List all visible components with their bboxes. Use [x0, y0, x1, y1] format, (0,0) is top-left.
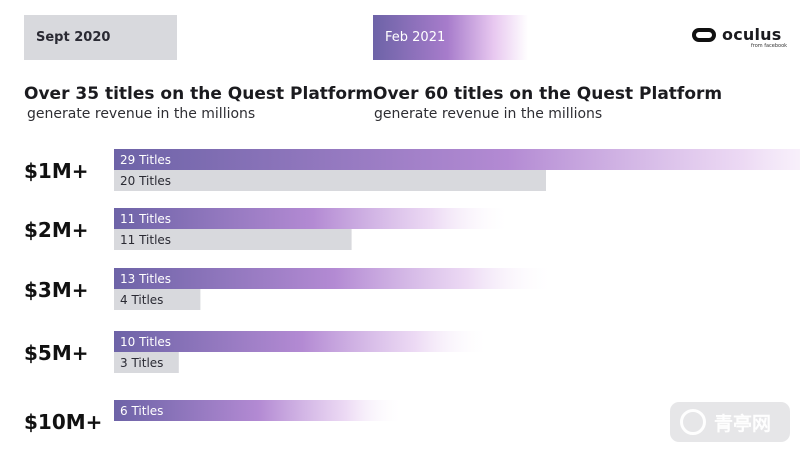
bar-label-sept-2020: 3 Titles: [120, 356, 163, 370]
period-tag-feb-2021: Feb 2021: [373, 15, 528, 60]
oculus-ring-icon: [692, 28, 716, 42]
bar-label-feb-2021: 11 Titles: [120, 212, 171, 226]
bar-sept-2020: [114, 229, 352, 250]
bar-label-sept-2020: 20 Titles: [120, 174, 171, 188]
bar-label-sept-2020: 11 Titles: [120, 233, 171, 247]
bar-label-feb-2021: 6 Titles: [120, 404, 163, 418]
bar-feb-2021: [114, 400, 404, 421]
bar-label-feb-2021: 29 Titles: [120, 153, 171, 167]
watermark-text: 青亭网: [714, 412, 772, 435]
vr-headset-icon: [680, 409, 706, 435]
bar-feb-2021: [114, 149, 800, 170]
bar-label-feb-2021: 13 Titles: [120, 272, 171, 286]
tier-label: $2M+: [24, 218, 89, 242]
bar-feb-2021: [114, 268, 555, 289]
oculus-logo: oculus from facebook: [690, 24, 790, 54]
logo-tagline: from facebook: [751, 43, 788, 49]
logo-wordmark: oculus: [722, 25, 782, 44]
bar-label-feb-2021: 10 Titles: [120, 335, 171, 349]
bar-sept-2020: [114, 170, 546, 191]
feb-heading: Over 60 titles on the Quest Platform: [373, 84, 723, 104]
bar-sept-2020: [114, 352, 179, 373]
period-tag-sept-2020: Sept 2020: [24, 15, 177, 60]
sept-heading: Over 35 titles on the Quest Platform: [24, 84, 374, 104]
period-label: Feb 2021: [385, 30, 446, 45]
sept-subheading: generate revenue in the millions: [27, 106, 256, 122]
tier-label: $5M+: [24, 341, 89, 365]
period-label: Sept 2020: [36, 30, 111, 45]
bar-feb-2021: [114, 331, 490, 352]
site-watermark: 青亭网: [670, 402, 790, 442]
tier-label: $10M+: [24, 410, 102, 434]
bar-sept-2020: [114, 289, 201, 310]
bar-feb-2021: [114, 208, 512, 229]
bar-label-sept-2020: 4 Titles: [120, 293, 163, 307]
tier-label: $1M+: [24, 159, 89, 183]
feb-subheading: generate revenue in the millions: [374, 106, 603, 122]
tier-label: $3M+: [24, 278, 89, 302]
